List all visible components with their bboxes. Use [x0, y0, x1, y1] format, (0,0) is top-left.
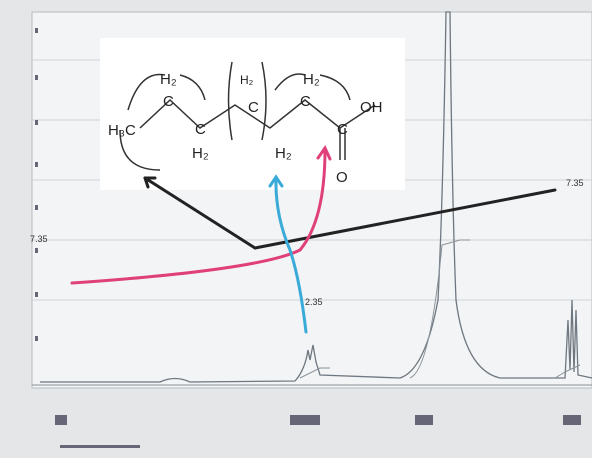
atom: C [337, 121, 348, 138]
peak-label: 7.35 [30, 234, 48, 244]
peak-label: 2.35 [305, 297, 323, 307]
atom: C [163, 93, 174, 110]
atom: H₂ [303, 71, 320, 88]
atom: H₂ [160, 71, 177, 88]
atom: C [248, 99, 259, 116]
spectrum-screenshot: H₃C C H₂ C H₂ H₂ C H₂ C H₂ C OH O 7.35 7… [0, 0, 592, 458]
atom: O [336, 169, 348, 186]
atom: OH [360, 99, 383, 116]
page: {"structure": {"atoms": ["H₃C", "C", "H₂… [0, 0, 592, 458]
atom: H₂ [240, 73, 254, 87]
atom: C [300, 93, 311, 110]
atom: H₃C [108, 122, 136, 139]
peak-label: 7.35 [566, 178, 584, 188]
atom: H₂ [192, 145, 209, 162]
atom: C [195, 121, 206, 138]
atom: H₂ [275, 145, 292, 162]
